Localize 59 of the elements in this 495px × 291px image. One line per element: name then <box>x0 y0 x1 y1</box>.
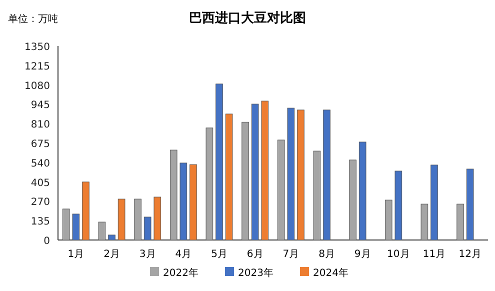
bar <box>216 84 223 240</box>
bar <box>98 222 106 240</box>
bar <box>134 198 142 240</box>
x-tick-label: 4月 <box>175 249 192 260</box>
y-tick-label: 1350 <box>24 42 50 53</box>
bar <box>277 140 285 240</box>
bar <box>384 200 392 240</box>
x-tick-label: 3月 <box>139 249 156 260</box>
y-tick-label: 945 <box>30 100 50 112</box>
bar <box>154 196 162 240</box>
bar <box>144 216 152 240</box>
bar <box>118 198 126 240</box>
bar <box>180 162 188 240</box>
bar <box>82 182 90 240</box>
y-tick-label: 675 <box>30 139 50 150</box>
y-tick-label: 540 <box>30 158 50 170</box>
x-tick-label: 7月 <box>282 249 300 260</box>
y-tick-label: 405 <box>30 178 50 189</box>
legend-label: 2024年 <box>313 267 348 279</box>
bar <box>420 204 428 240</box>
bar <box>225 114 233 240</box>
bar <box>170 150 178 240</box>
bar <box>349 160 356 240</box>
bar <box>358 142 366 240</box>
y-tick-label: 810 <box>30 120 50 131</box>
x-tick-label: 10月 <box>387 249 410 260</box>
bar <box>206 128 214 240</box>
x-tick-label: 9月 <box>354 249 371 260</box>
y-tick-label: 135 <box>30 216 50 228</box>
x-tick-label: 1月 <box>68 249 84 260</box>
bar <box>190 164 197 240</box>
x-tick-label: 12月 <box>458 249 482 260</box>
legend-label: 2022年 <box>163 267 198 279</box>
bar <box>62 208 70 240</box>
y-tick-label: 1215 <box>24 61 50 72</box>
bar <box>297 110 304 240</box>
bar <box>261 100 269 240</box>
x-tick-label: 8月 <box>318 249 335 260</box>
chart-title: 巴西进口大豆对比图 <box>189 11 306 26</box>
x-tick-label: 2月 <box>104 249 120 260</box>
bar <box>466 168 474 240</box>
y-tick-label: 0 <box>44 236 50 247</box>
y-tick-label: 270 <box>30 197 50 208</box>
y-tick-label: 1080 <box>24 80 50 92</box>
bar <box>287 108 295 240</box>
bar <box>251 104 259 240</box>
legend-label: 2023年 <box>238 267 274 279</box>
bar <box>456 204 464 240</box>
x-tick-label: 11月 <box>422 249 446 260</box>
y-axis-title: 单位：万吨 <box>8 13 58 25</box>
bar <box>430 164 438 240</box>
x-tick-label: 5月 <box>211 249 228 260</box>
bar <box>242 122 249 240</box>
bar <box>323 110 330 240</box>
bar <box>108 234 116 240</box>
bar <box>72 214 80 240</box>
x-tick-label: 6月 <box>246 249 264 260</box>
bar <box>313 150 321 240</box>
bar <box>394 170 402 240</box>
